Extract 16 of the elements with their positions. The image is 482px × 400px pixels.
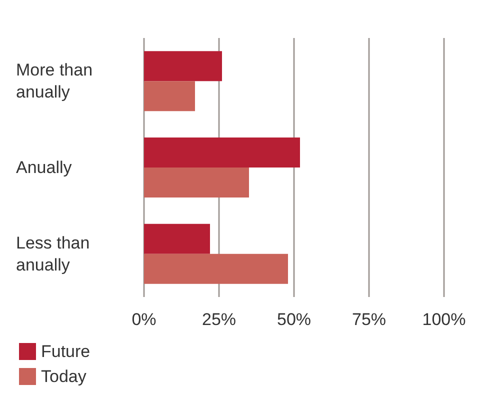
x-tick-label: 25% (202, 310, 236, 329)
x-tick-label: 100% (422, 310, 466, 329)
bar (144, 81, 195, 112)
y-tick-label: More than anually (16, 60, 98, 102)
y-tick-label: Less than anually (16, 233, 94, 274)
y-tick-label: Anually (16, 158, 72, 177)
legend-label: Future (41, 342, 90, 361)
x-tick-label: 75% (352, 310, 386, 329)
bar (144, 168, 249, 198)
bar (144, 138, 300, 168)
legend-label: Today (41, 367, 87, 386)
x-tick-label: 0% (132, 310, 156, 329)
bar (144, 254, 288, 284)
bar (144, 224, 210, 254)
bar (144, 51, 222, 82)
x-tick-label: 50% (276, 310, 312, 329)
